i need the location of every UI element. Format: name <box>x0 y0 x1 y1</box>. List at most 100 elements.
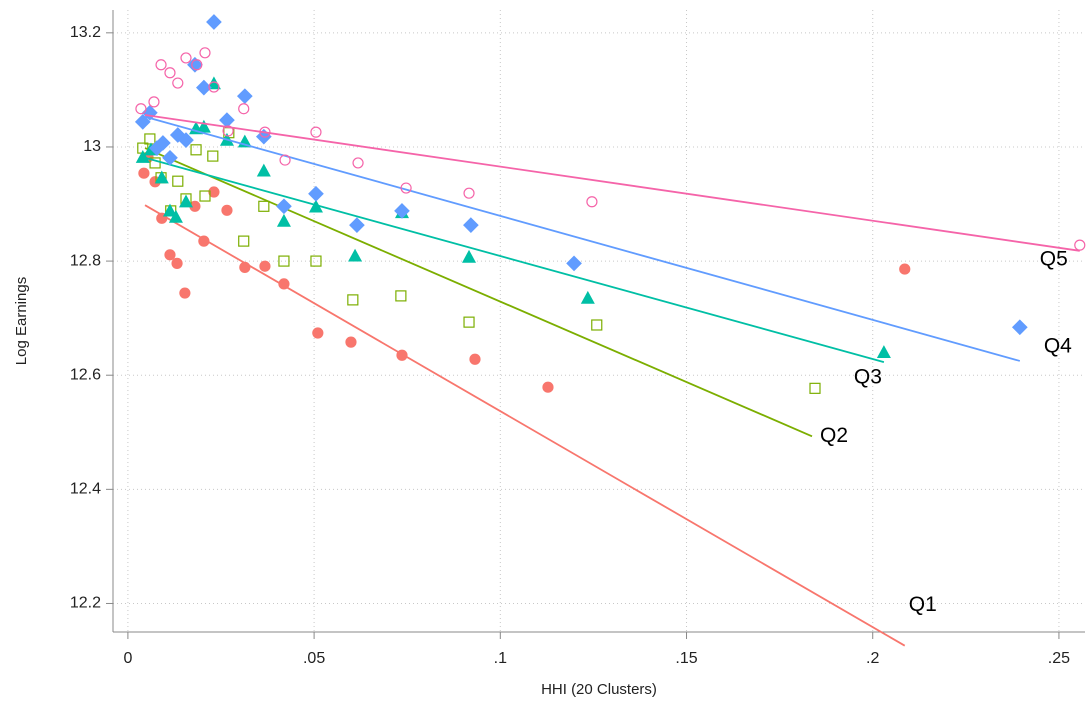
point <box>259 126 271 138</box>
point <box>239 261 251 273</box>
point <box>149 157 161 169</box>
line-label: Q4 <box>1044 334 1072 357</box>
fit-line <box>144 147 813 438</box>
point <box>171 257 183 269</box>
point <box>178 194 194 208</box>
point <box>238 103 250 115</box>
y-tick-label: 12.2 <box>70 595 101 612</box>
x-tick-label: .15 <box>675 650 697 667</box>
y-tick-label: 12.6 <box>70 366 101 383</box>
point <box>396 349 408 361</box>
point <box>279 154 291 166</box>
point <box>134 113 151 130</box>
point <box>190 144 202 156</box>
fit-line <box>144 204 906 647</box>
y-tick-label: 13 <box>83 138 101 155</box>
y-tick-label: 12.8 <box>70 252 101 269</box>
point <box>208 186 220 198</box>
point <box>162 149 178 166</box>
line-label: Q1 <box>909 593 937 616</box>
point <box>187 56 203 73</box>
point <box>155 59 167 71</box>
point <box>236 88 253 105</box>
point <box>172 77 184 89</box>
point <box>180 52 192 64</box>
point <box>219 112 235 128</box>
y-tick-label: 12.4 <box>70 481 101 498</box>
x-tick-label: .2 <box>866 650 879 667</box>
point <box>580 290 595 304</box>
point <box>463 187 475 199</box>
point <box>809 382 821 394</box>
point <box>586 196 598 208</box>
point <box>148 96 160 108</box>
point <box>221 204 233 216</box>
fit-line <box>144 114 1080 252</box>
point <box>135 149 150 163</box>
point <box>278 278 290 290</box>
point <box>349 217 365 233</box>
point <box>164 67 176 79</box>
point <box>394 203 410 219</box>
point <box>542 381 554 393</box>
point <box>276 198 292 215</box>
point <box>172 175 184 187</box>
line-label: Q5 <box>1040 247 1068 270</box>
point <box>178 132 194 148</box>
point <box>310 126 322 138</box>
point <box>258 200 270 212</box>
point <box>347 294 359 306</box>
fit-line <box>144 115 1021 362</box>
point <box>144 133 156 145</box>
point <box>196 79 212 96</box>
point <box>179 287 191 299</box>
point <box>310 255 322 267</box>
point <box>259 260 271 272</box>
point <box>276 213 291 227</box>
x-axis-title: HHI (20 Clusters) <box>541 681 657 698</box>
line-label: Q3 <box>854 366 882 389</box>
point <box>164 249 176 261</box>
point <box>463 316 475 328</box>
point <box>591 319 603 331</box>
point <box>238 235 250 247</box>
point <box>154 170 169 184</box>
point <box>876 345 891 358</box>
point <box>312 327 324 339</box>
point <box>199 47 211 59</box>
point <box>400 182 412 194</box>
x-tick-label: .1 <box>494 650 507 667</box>
x-tick-label: .25 <box>1048 650 1070 667</box>
point <box>469 353 481 365</box>
line-label: Q2 <box>820 424 848 447</box>
point <box>278 255 290 267</box>
point <box>308 199 323 213</box>
fit-line <box>144 156 885 363</box>
point <box>352 157 364 169</box>
point <box>1011 319 1028 336</box>
point <box>208 81 220 93</box>
point <box>168 209 183 223</box>
point <box>191 59 203 71</box>
y-axis-title: Log Earnings <box>13 277 30 365</box>
point <box>256 163 271 177</box>
point <box>206 14 222 30</box>
point <box>162 203 177 217</box>
point <box>566 255 582 272</box>
x-tick-label: 0 <box>123 650 132 667</box>
point <box>138 167 150 179</box>
point <box>199 190 211 202</box>
point <box>135 103 147 115</box>
point <box>1074 239 1086 251</box>
point <box>463 217 479 233</box>
point <box>198 235 210 247</box>
point <box>899 263 911 275</box>
point <box>155 135 171 151</box>
x-tick-label: .05 <box>303 650 325 667</box>
point <box>207 150 219 162</box>
point <box>308 185 324 202</box>
point <box>462 249 477 263</box>
point <box>196 119 211 133</box>
